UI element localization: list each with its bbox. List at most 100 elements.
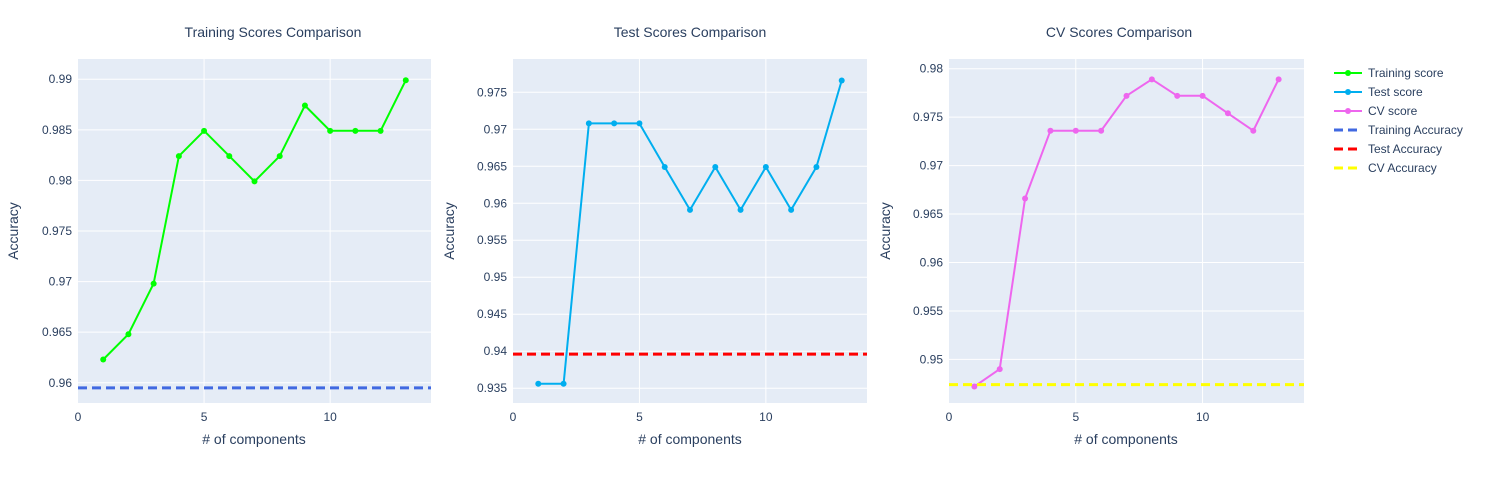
y-tick-label: 0.965 [477,159,507,173]
legend-item[interactable]: CV score [1334,104,1418,118]
y-tick-label: 0.975 [42,224,72,238]
legend-label: Training Accuracy [1368,123,1463,137]
data-point[interactable] [813,164,820,171]
legend-marker-swatch [1345,108,1351,114]
legend-item[interactable]: Training Accuracy [1334,123,1463,137]
data-point[interactable] [661,164,668,171]
legend: Training score Test score CV score Train… [1334,66,1463,175]
y-tick-label: 0.98 [49,173,73,187]
y-axis-title: Accuracy [5,202,21,260]
data-point[interactable] [1148,76,1155,83]
x-axis-title: # of components [1074,431,1178,447]
y-tick-label: 0.97 [484,122,508,136]
x-tick-label: 5 [636,410,643,424]
y-tick-label: 0.94 [484,344,508,358]
data-point[interactable] [327,127,334,134]
y-tick-label: 0.965 [913,207,943,221]
data-point[interactable] [687,206,693,213]
plot-area [513,59,867,403]
data-point[interactable] [1098,127,1105,134]
x-tick-label: 5 [201,410,208,424]
y-tick-label: 0.965 [42,325,72,339]
data-point[interactable] [352,127,359,134]
data-point[interactable] [585,120,592,127]
x-tick-label: 0 [946,410,953,424]
training-scores-panel: Training Scores Comparison # of componen… [5,24,431,447]
chart-title: Test Scores Comparison [614,24,767,40]
data-point[interactable] [611,120,618,127]
y-tick-label: 0.955 [913,304,943,318]
chart-title: Training Scores Comparison [185,24,362,40]
legend-label: CV Accuracy [1368,161,1437,175]
data-point[interactable] [737,206,744,213]
legend-item[interactable]: CV Accuracy [1334,161,1437,175]
data-point[interactable] [1199,92,1206,99]
data-point[interactable] [1250,127,1257,134]
y-tick-label: 0.955 [477,233,507,247]
data-point[interactable] [377,127,384,134]
data-point[interactable] [276,153,283,160]
x-tick-label: 10 [1196,410,1210,424]
y-tick-label: 0.96 [49,376,73,390]
data-point[interactable] [971,383,978,390]
plot-layer: 0.935 0.94 0.945 0.95 0.955 0.96 0.965 0.97 0.97… [477,59,867,424]
data-point[interactable] [402,77,409,84]
y-tick-label: 0.98 [920,62,944,76]
x-tick-label: 10 [759,410,773,424]
data-point[interactable] [125,331,132,338]
data-point[interactable] [535,380,542,387]
data-point[interactable] [100,356,107,363]
data-point[interactable] [838,77,845,84]
data-point[interactable] [1224,110,1231,117]
data-point[interactable] [712,164,719,171]
x-axis-title: # of components [202,431,306,447]
data-point[interactable] [251,178,258,185]
plot-area [949,59,1304,403]
legend-item[interactable]: Test Accuracy [1334,142,1442,156]
data-point[interactable] [1047,127,1054,134]
y-tick-label: 0.985 [42,123,72,137]
y-tick-label: 0.95 [920,352,944,366]
x-tick-label: 5 [1072,410,1079,424]
legend-marker-swatch [1345,70,1351,76]
data-point[interactable] [1123,92,1130,99]
y-tick-label: 0.96 [484,196,508,210]
data-point[interactable] [201,127,208,134]
y-tick-label: 0.96 [920,255,944,269]
data-point[interactable] [175,153,182,160]
data-point[interactable] [560,380,567,387]
x-tick-label: 0 [510,410,517,424]
cv-scores-panel: CV Scores Comparison # of components Acc… [877,24,1304,447]
y-tick-label: 0.975 [913,110,943,124]
data-point[interactable] [301,102,308,109]
legend-label: CV score [1368,104,1418,118]
x-tick-label: 10 [323,410,337,424]
y-axis-title: Accuracy [441,202,457,260]
y-axis-title: Accuracy [877,202,893,260]
data-point[interactable] [226,153,233,160]
legend-item[interactable]: Training score [1334,66,1444,80]
data-point[interactable] [636,120,643,127]
data-point[interactable] [150,280,157,287]
data-point[interactable] [1072,127,1079,134]
test-scores-panel: Test Scores Comparison # of components A… [441,24,867,447]
data-point[interactable] [1022,195,1029,202]
legend-label: Test Accuracy [1368,142,1442,156]
x-tick-label: 0 [75,410,82,424]
y-tick-label: 0.975 [477,85,507,99]
y-tick-label: 0.935 [477,381,507,395]
legend-marker-swatch [1345,89,1351,95]
x-axis-title: # of components [638,431,742,447]
legend-label: Training score [1368,66,1444,80]
y-tick-label: 0.945 [477,307,507,321]
y-tick-label: 0.95 [484,270,508,284]
y-tick-label: 0.97 [920,159,944,173]
data-point[interactable] [1275,76,1282,83]
data-point[interactable] [762,164,769,171]
legend-label: Test score [1368,85,1423,99]
data-point[interactable] [1174,92,1181,99]
data-point[interactable] [788,206,795,213]
data-point[interactable] [996,366,1003,373]
y-tick-label: 0.99 [49,72,73,86]
legend-item[interactable]: Test score [1334,85,1423,99]
